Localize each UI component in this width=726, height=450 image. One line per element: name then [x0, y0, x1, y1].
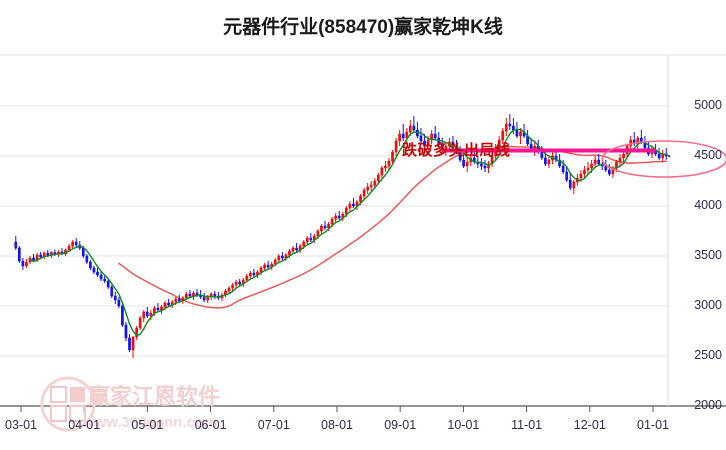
x-axis-tick-label: 05-01 — [131, 418, 164, 432]
gridlines — [0, 54, 726, 407]
x-axis-tick-label: 06-01 — [194, 418, 227, 432]
y-axis-tick-label: 4000 — [694, 198, 722, 212]
ma-short-line — [29, 128, 667, 337]
x-axis-tick-label: 10-01 — [447, 418, 480, 432]
y-axis-tick-label: 3500 — [694, 248, 722, 262]
y-axis-tick-label: 2000 — [694, 398, 722, 412]
x-axis-tick-label: 07-01 — [257, 418, 290, 432]
x-axis-tick-label: 04-01 — [68, 418, 101, 432]
y-axis-tick-label: 5000 — [694, 98, 722, 112]
y-axis-tick-label: 2500 — [694, 348, 722, 362]
x-axis-tick-label: 09-01 — [384, 418, 417, 432]
watermark-url: www.360gann.com — [83, 414, 218, 431]
x-axis-tick-label: 01-01 — [637, 418, 669, 432]
signal-annotation-label: 跌破多头出局线 — [402, 142, 511, 159]
x-axis-tick-label: 12-01 — [573, 418, 606, 432]
x-axis-tick-label: 03-01 — [5, 418, 37, 432]
x-axis-tick-label: 08-01 — [321, 418, 353, 432]
x-axis-tick-label: 11-01 — [511, 418, 543, 432]
ma-long-line — [118, 145, 667, 309]
signal-overlays — [442, 140, 726, 178]
y-axis-tick-label: 4500 — [694, 148, 722, 162]
seal-logo-icon — [40, 376, 96, 432]
y-axis-tick-label: 3000 — [694, 298, 722, 312]
watermark-brand: 赢家江恩软件 — [88, 384, 221, 409]
page-title: 元器件行业(858470)赢家乾坤K线 — [223, 17, 503, 38]
